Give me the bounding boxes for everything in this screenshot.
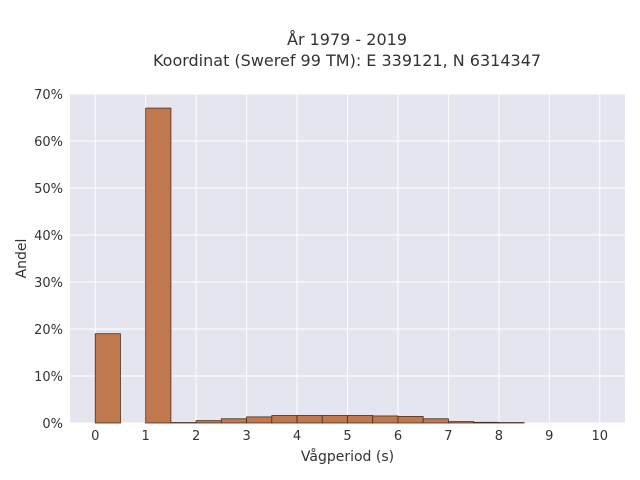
y-tick-label: 40%: [34, 229, 63, 244]
x-tick-label: 3: [242, 429, 250, 444]
histogram-bar: [473, 421, 500, 424]
chart-title-line-1: År 1979 - 2019: [287, 30, 407, 49]
x-axis-ticks: 0 1 2 3 4 5 6 7 8 9 10: [91, 429, 608, 444]
x-axis-label: Vågperiod (s): [301, 448, 394, 465]
y-tick-label: 0%: [42, 417, 63, 432]
y-axis-ticks: 0% 10% 20% 30% 40% 50% 60% 70%: [34, 88, 63, 432]
x-tick-label: 2: [192, 429, 200, 444]
x-tick-label: 4: [293, 429, 301, 444]
histogram-bar: [422, 418, 449, 424]
x-tick-label: 10: [591, 429, 608, 444]
histogram-bar: [397, 416, 424, 424]
x-tick-label: 1: [142, 429, 150, 444]
y-axis-label: Andel: [14, 239, 30, 279]
histogram-bar: [145, 107, 172, 424]
bars: [94, 107, 525, 424]
histogram-bar: [448, 421, 475, 424]
x-tick-label: 7: [444, 429, 452, 444]
y-tick-label: 10%: [34, 370, 63, 385]
y-tick-label: 60%: [34, 135, 63, 150]
chart-title-line-2: Koordinat (Sweref 99 TM): E 339121, N 63…: [153, 51, 541, 70]
histogram-bar: [220, 418, 247, 424]
y-tick-label: 30%: [34, 276, 63, 291]
histogram-bar: [321, 415, 348, 424]
x-tick-label: 8: [495, 429, 503, 444]
x-tick-label: 6: [394, 429, 402, 444]
x-tick-label: 5: [343, 429, 351, 444]
histogram-bar: [94, 333, 121, 424]
histogram-bar: [296, 415, 323, 424]
y-tick-label: 20%: [34, 323, 63, 338]
y-tick-label: 70%: [34, 88, 63, 103]
histogram-bar: [372, 415, 399, 424]
histogram-bar: [271, 415, 298, 424]
histogram-bar: [246, 416, 273, 424]
grid-lines: [70, 93, 625, 424]
x-tick-label: 9: [545, 429, 553, 444]
histogram-bar: [347, 415, 374, 424]
y-tick-label: 50%: [34, 182, 63, 197]
histogram-bar: [195, 420, 222, 424]
x-tick-label: 0: [91, 429, 99, 444]
